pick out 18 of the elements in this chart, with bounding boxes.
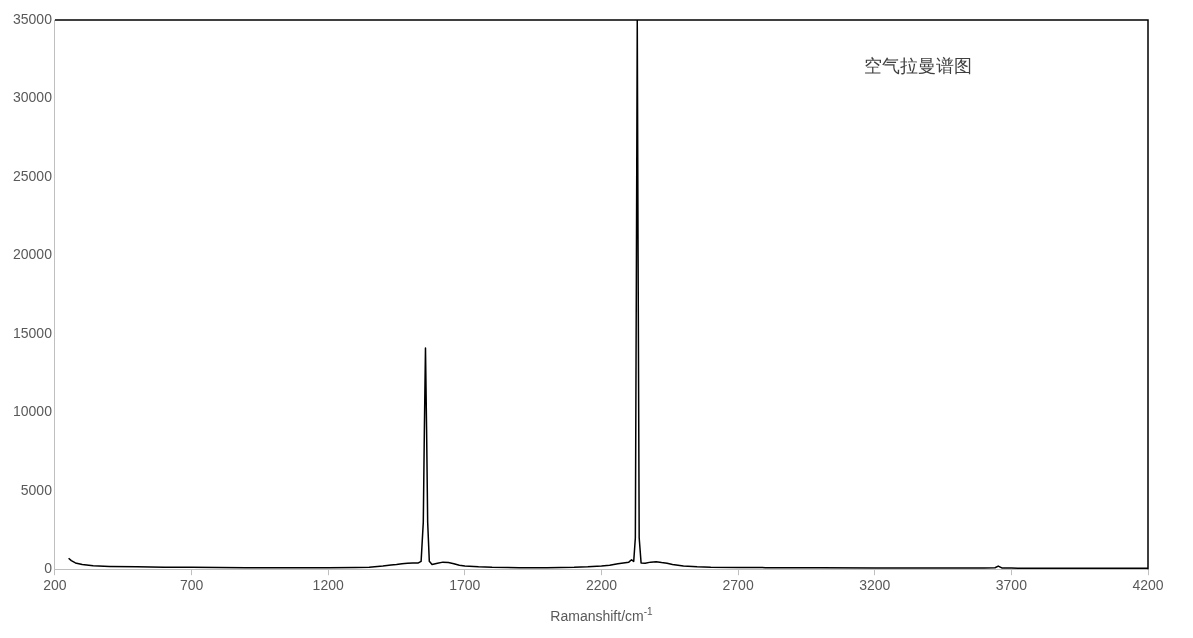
x-tick-label: 2700 bbox=[722, 577, 754, 594]
x-tick-label: 1200 bbox=[312, 577, 344, 594]
x-tick-label: 2200 bbox=[585, 577, 618, 594]
y-tick-label: 5000 bbox=[20, 481, 53, 498]
y-tick-label: 35000 bbox=[12, 10, 53, 27]
y-tick-label: 10000 bbox=[12, 403, 53, 420]
x-tick-label: 1700 bbox=[449, 577, 481, 594]
x-tick-label: 3200 bbox=[859, 577, 891, 594]
y-tick-label: 0 bbox=[44, 560, 53, 577]
x-tick-label: 4200 bbox=[1132, 577, 1164, 594]
y-tick-label: 30000 bbox=[12, 89, 53, 106]
x-tick-label: 3700 bbox=[995, 577, 1028, 594]
y-tick-label: 25000 bbox=[12, 167, 53, 184]
y-tick-label: 20000 bbox=[12, 246, 53, 263]
annotation: 空气拉曼谱图 bbox=[863, 54, 972, 76]
x-tick-label: 200 bbox=[43, 577, 67, 594]
y-tick-label: 15000 bbox=[12, 324, 53, 341]
x-tick-label: 700 bbox=[179, 577, 204, 594]
